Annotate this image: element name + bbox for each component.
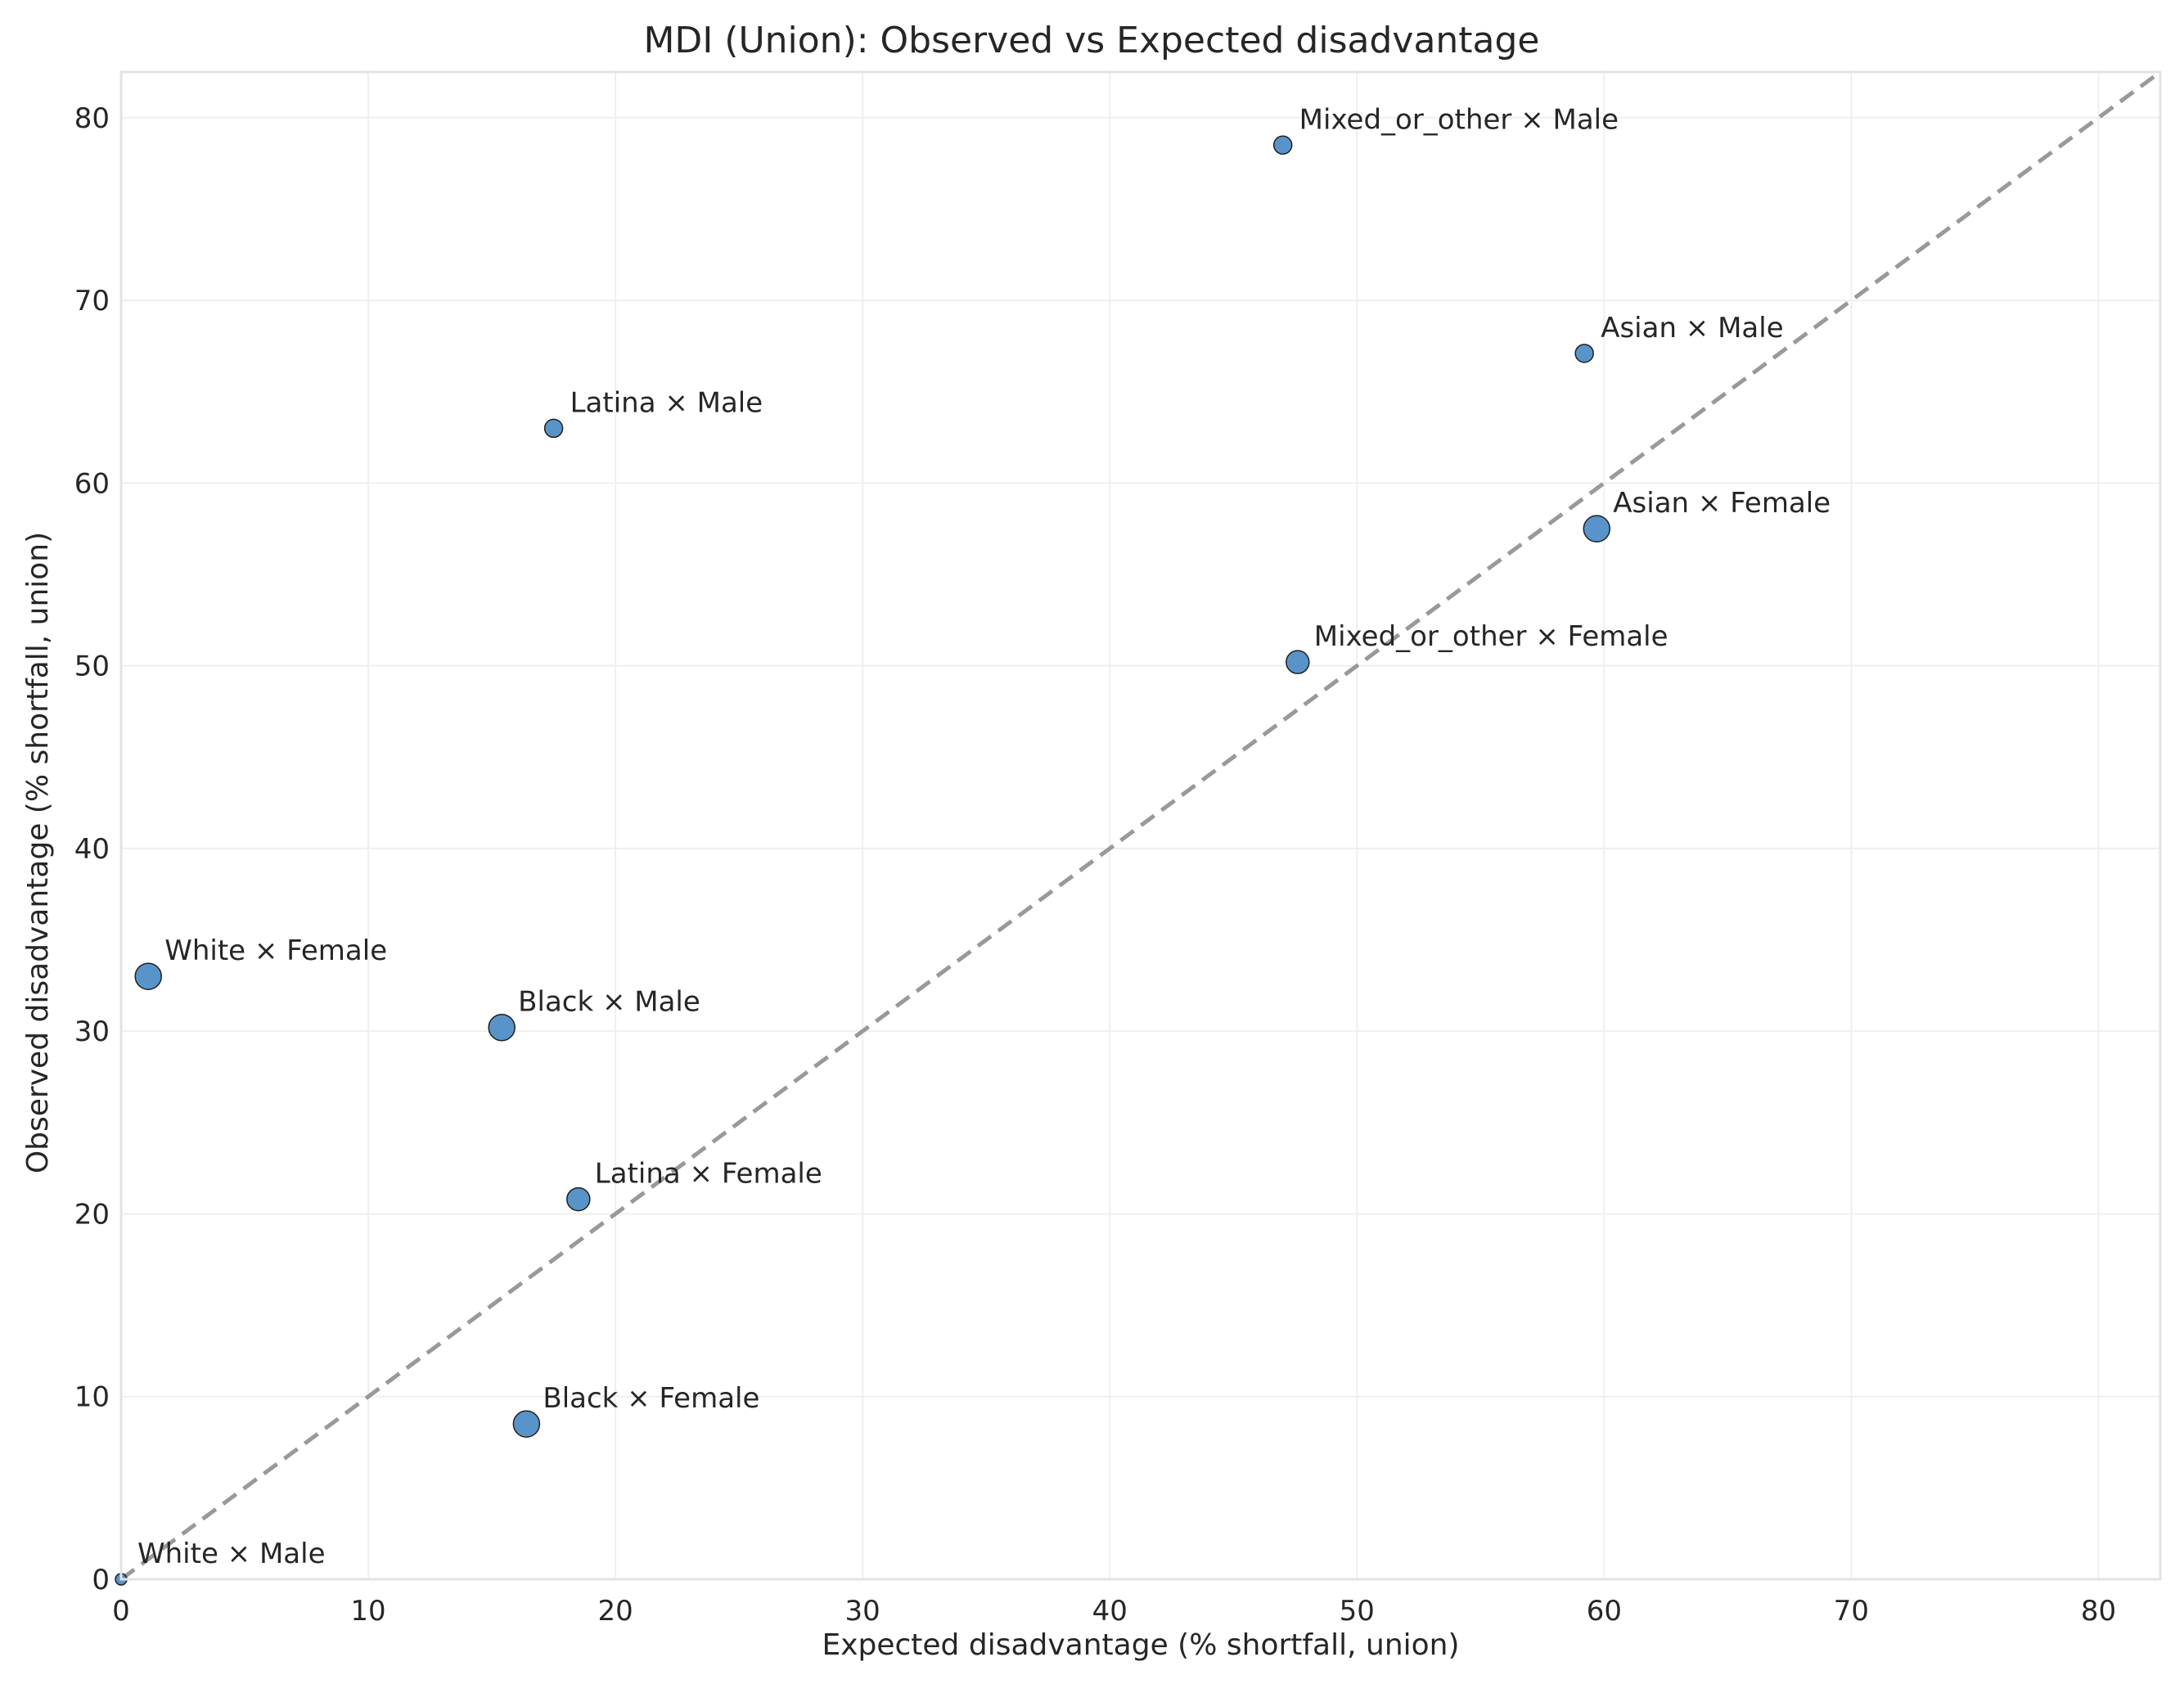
identity-line	[119, 70, 2162, 1582]
data-point	[566, 1186, 591, 1212]
y-tick-label: 20	[74, 1198, 110, 1231]
point-label: Black × Female	[543, 1382, 759, 1415]
data-point	[1286, 650, 1310, 674]
x-tick-label: 80	[2081, 1595, 2116, 1628]
y-tick-label: 40	[74, 833, 110, 866]
x-tick-label: 50	[1340, 1595, 1375, 1628]
point-label: Latina × Male	[570, 386, 763, 419]
y-tick-label: 0	[92, 1564, 110, 1596]
point-label: Asian × Female	[1613, 487, 1831, 520]
x-tick-label: 20	[597, 1595, 633, 1628]
point-label: Asian × Male	[1601, 312, 1783, 344]
data-point	[512, 1410, 541, 1438]
point-label: White × Female	[164, 934, 387, 967]
data-points	[115, 135, 1611, 1586]
data-point	[1583, 515, 1611, 543]
point-label: Mixed_or_other × Female	[1314, 620, 1668, 653]
y-tick-label: 10	[74, 1381, 110, 1414]
data-point	[488, 1013, 516, 1042]
point-labels: Mixed_or_other × Male Asian × Male Latina …	[137, 103, 1831, 1570]
y-tick-label: 80	[74, 102, 110, 135]
chart-title: MDI (Union): Observed vs Expected disadv…	[643, 20, 1539, 61]
x-tick-label: 40	[1092, 1595, 1128, 1628]
point-label: Latina × Female	[595, 1158, 822, 1191]
grid	[120, 72, 2160, 1580]
point-label: Black × Male	[518, 986, 700, 1019]
x-tick-label: 30	[845, 1595, 880, 1628]
x-tick-label: 70	[1834, 1595, 1869, 1628]
point-label: White × Male	[137, 1538, 326, 1570]
data-point	[134, 962, 162, 990]
y-tick-label: 60	[74, 467, 110, 500]
point-label: Mixed_or_other × Male	[1299, 103, 1619, 136]
plot-frame	[119, 70, 2162, 1581]
x-tick-label: 0	[112, 1595, 130, 1628]
y-axis-label: Observed disadvantage (% shortfall, unio…	[21, 532, 55, 1173]
y-tick-label: 50	[74, 651, 110, 683]
data-point	[1574, 344, 1594, 363]
reference-line	[119, 70, 2162, 1582]
x-axis-label: Expected disadvantage (% shortfall, unio…	[822, 1628, 1459, 1662]
x-tick-label: 10	[350, 1595, 385, 1628]
y-tick-label: 30	[74, 1015, 110, 1048]
data-point	[543, 418, 564, 439]
data-point	[1272, 135, 1293, 155]
axes: 0 10 20 30 40 50 60 70 80 0 10 20 30 40 50 60 70 80	[74, 70, 2162, 1628]
x-tick-label: 60	[1587, 1595, 1622, 1628]
y-tick-label: 70	[74, 285, 110, 317]
